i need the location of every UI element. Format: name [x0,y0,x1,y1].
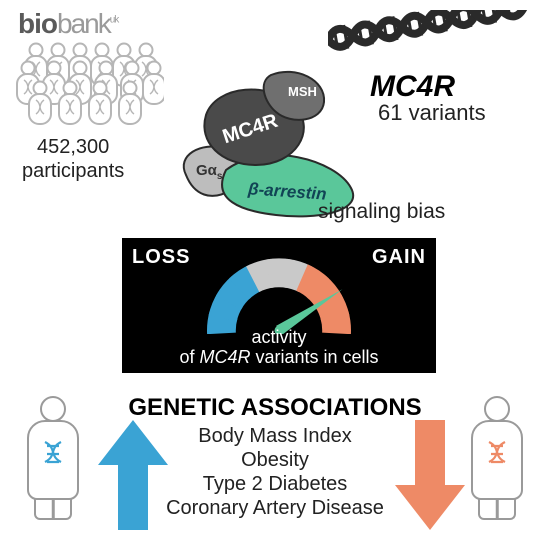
gauge-dial-icon [122,244,436,334]
participants-crowd-icon [14,42,164,130]
participants-count: 452,300 [22,135,124,159]
biobank-uk: uk [110,15,119,26]
galpha-label: Gαs [196,162,222,182]
msh-label: MSH [288,84,317,99]
activity-gauge: LOSS GAIN activity of MC4R variants in c… [122,238,436,373]
participants-label: participants [22,159,124,183]
gauge-caption-line2: of MC4R variants in cells [122,347,436,367]
gene-title: MC4R [370,70,455,104]
gene-variants: 61 variants [378,100,486,126]
signaling-bias-label: signaling bias [318,200,445,224]
participants-text: 452,300 participants [22,135,124,183]
person-right-icon [462,396,532,526]
gauge-caption: activity of MC4R variants in cells [122,327,436,367]
biobank-thin: bank [57,8,110,39]
dna-helix-icon [328,10,528,70]
person-left-icon [18,396,88,526]
biobank-logo: biobankuk [18,8,118,40]
up-arrow-icon [98,420,168,530]
biobank-bold: bio [18,8,57,39]
down-arrow-icon [395,420,465,530]
gauge-caption-line1: activity [122,327,436,347]
